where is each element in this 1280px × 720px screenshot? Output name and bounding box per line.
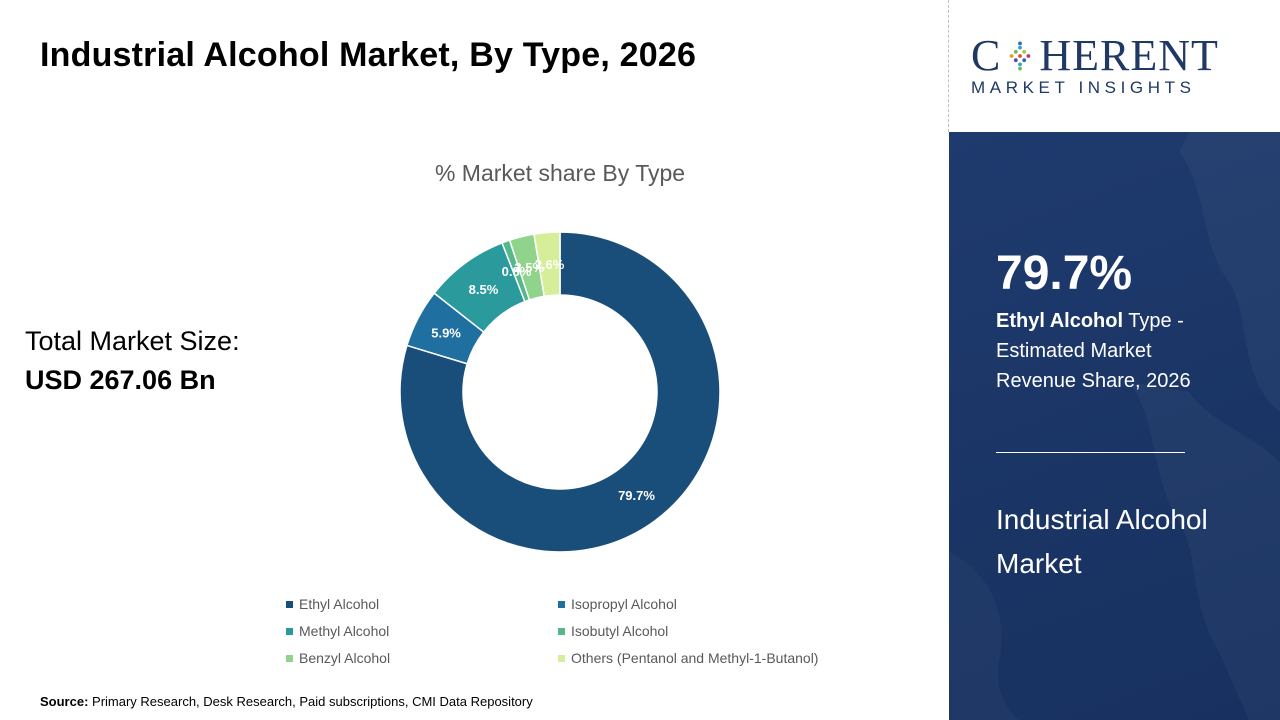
donut-slices: [399, 231, 721, 553]
highlight-segment-suffix: Type -: [1123, 310, 1184, 332]
emblem-dot: [1018, 66, 1023, 70]
company-logo: C HERENT MARKET INSIGHTS: [949, 0, 1280, 132]
legend-label-3: Methyl Alcohol: [299, 623, 390, 639]
highlight-divider: [996, 452, 1185, 453]
legend-swatch-3: [286, 627, 293, 635]
logo-wordmark: C HERENT: [971, 30, 1219, 81]
legend-entry-2: Isopropyl Alcohol: [558, 595, 898, 613]
highlight-line-2: Estimated Market: [996, 340, 1152, 362]
emblem-dot: [1014, 49, 1019, 54]
donut-data-labels: 79.7% 5.9% 8.5%0.8%2.5%2.6%: [431, 257, 655, 503]
emblem-dot: [1018, 41, 1023, 45]
emblem-dot: [1014, 57, 1019, 62]
dotted-diamond-emblem-icon: [1010, 41, 1031, 70]
legend-label-1: Ethyl Alcohol: [299, 596, 380, 612]
emblem-dot: [1022, 49, 1027, 54]
highlight-line-3: Revenue Share, 2026: [996, 370, 1191, 392]
emblem-dot: [1018, 53, 1023, 58]
world-map-background-icon: [1179, 132, 1280, 412]
highlight-panel: 79.7% Ethyl Alcohol Type - Estimated Mark…: [949, 132, 1280, 720]
source-text: Primary Research, Desk Research, Paid su…: [92, 694, 533, 709]
legend-label-5: Benzyl Alcohol: [299, 650, 391, 666]
page-title: Industrial Alcohol Market, By Type, 2026: [40, 36, 697, 74]
panel-divider: [948, 0, 949, 132]
legend-entry-3: Methyl Alcohol: [286, 622, 558, 640]
emblem-dot: [1018, 62, 1023, 66]
logo-tagline: MARKET INSIGHTS: [971, 78, 1196, 97]
donut-data-label-1: 79.7%: [618, 488, 655, 503]
emblem-dot: [1022, 57, 1027, 62]
logo-letter-c: C: [971, 31, 1002, 80]
legend-entry-5: Benzyl Alcohol: [286, 649, 558, 667]
legend-entry-1: Ethyl Alcohol: [286, 595, 558, 613]
market-size-label: Total Market Size:: [25, 326, 240, 356]
highlight-description: Ethyl Alcohol Type - Estimated Market Reve…: [996, 306, 1266, 396]
legend-swatch-2: [558, 600, 565, 608]
donut-data-label-6: 2.6%: [535, 257, 565, 272]
chart-panel: Industrial Alcohol Market, By Type, 2026…: [25, 36, 926, 709]
legend-swatch-5: [286, 654, 293, 662]
highlight-percentage: 79.7%: [996, 247, 1133, 300]
logo-letters-herent: HERENT: [1039, 31, 1219, 80]
legend-swatch-4: [558, 627, 565, 635]
legend-label-6: Others (Pentanol and Methyl-1-Butanol): [571, 650, 819, 666]
donut-chart: 79.7% 5.9% 8.5%0.8%2.5%2.6%: [399, 231, 721, 553]
emblem-dot: [1010, 53, 1014, 58]
chart-title: % Market share By Type: [434, 160, 686, 186]
legend-label-2: Isopropyl Alcohol: [571, 596, 677, 612]
legend-swatch-1: [286, 600, 293, 608]
donut-data-label-5: 2.5%: [514, 260, 544, 275]
donut-data-label-3: 8.5%: [469, 282, 499, 297]
report-name: Industrial Alcohol Market: [996, 498, 1266, 586]
legend-entry-6: Others (Pentanol and Methyl-1-Butanol): [558, 649, 898, 667]
emblem-dot: [1026, 53, 1031, 58]
legend-swatch-6: [558, 654, 565, 662]
highlight-segment: Ethyl Alcohol: [996, 310, 1124, 332]
source-label: Source:: [40, 694, 89, 709]
report-name-line-1: Industrial Alcohol: [996, 504, 1208, 535]
donut-data-label-2: 5.9%: [431, 326, 461, 341]
donut-slice-6: [533, 231, 561, 298]
emblem-dot: [1018, 45, 1023, 49]
market-size-value: USD 267.06 Bn: [25, 365, 216, 395]
donut-slice-1: [399, 231, 721, 553]
donut-data-label-4: 0.8%: [502, 264, 532, 279]
source-note: Source: Primary Research, Desk Research,…: [40, 694, 533, 709]
chart-legend: Ethyl Alcohol Isopropyl Alcohol Methyl Alc…: [286, 595, 926, 667]
report-name-line-2: Market: [996, 548, 1082, 579]
legend-entry-4: Isobutyl Alcohol: [558, 622, 898, 640]
legend-label-4: Isobutyl Alcohol: [571, 623, 669, 639]
